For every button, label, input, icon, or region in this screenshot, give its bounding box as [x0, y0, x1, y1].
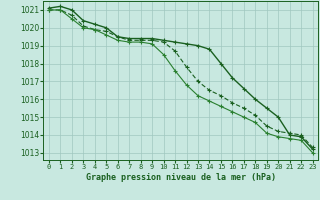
X-axis label: Graphe pression niveau de la mer (hPa): Graphe pression niveau de la mer (hPa) — [86, 173, 276, 182]
